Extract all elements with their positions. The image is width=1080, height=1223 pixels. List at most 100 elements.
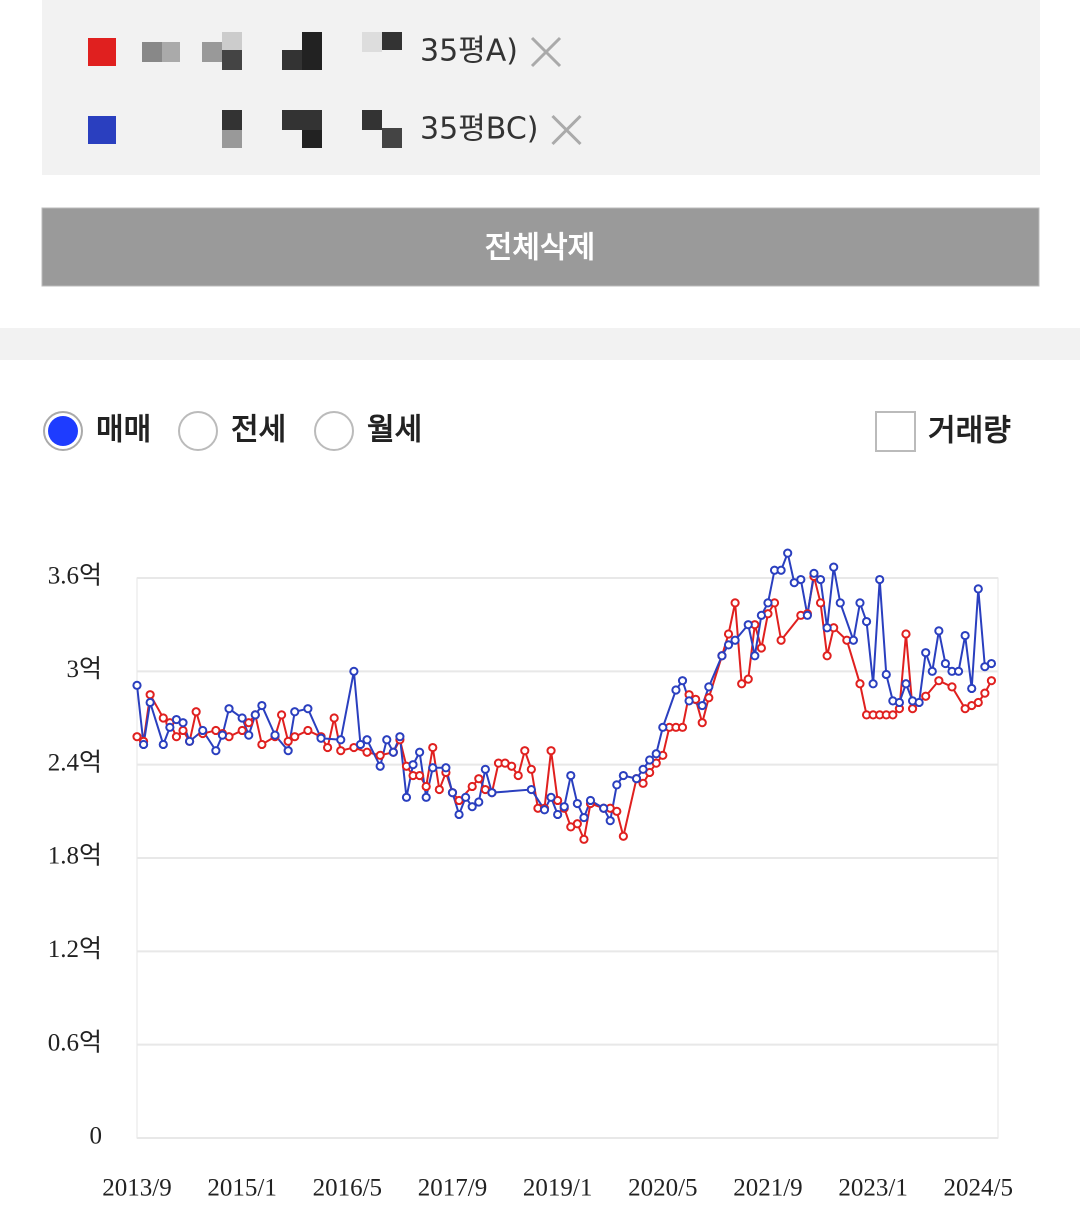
data-point xyxy=(401,792,412,802)
data-point xyxy=(651,749,661,759)
x-tick-label: 2021/9 xyxy=(733,1175,802,1202)
data-point xyxy=(743,674,753,684)
data-point xyxy=(421,781,431,792)
data-point xyxy=(881,669,891,680)
data-point xyxy=(237,713,247,723)
data-point xyxy=(441,763,451,773)
data-point xyxy=(756,643,766,653)
data-point xyxy=(487,788,497,798)
data-point xyxy=(815,574,826,585)
y-tick-label: 3억 xyxy=(66,655,102,683)
data-point xyxy=(888,710,898,720)
data-point xyxy=(697,700,707,711)
data-point xyxy=(553,809,563,820)
data-point xyxy=(934,626,944,636)
remove-icon[interactable] xyxy=(530,36,562,68)
data-point xyxy=(566,770,576,781)
data-point xyxy=(382,735,392,745)
data-point xyxy=(454,809,464,820)
data-point xyxy=(362,735,372,745)
data-point xyxy=(329,713,339,723)
data-point xyxy=(428,742,438,753)
data-point xyxy=(704,693,714,703)
data-point xyxy=(526,784,536,795)
legend-swatch xyxy=(88,116,116,144)
x-tick-label: 2013/9 xyxy=(102,1175,171,1202)
data-point xyxy=(822,623,832,633)
data-point xyxy=(907,704,918,714)
data-point xyxy=(579,834,589,844)
data-point xyxy=(132,680,142,690)
data-point xyxy=(605,816,615,826)
data-point xyxy=(901,679,911,689)
legend-swatch xyxy=(88,38,116,66)
x-tick-label: 2023/1 xyxy=(838,1175,907,1202)
data-point xyxy=(290,707,300,717)
data-point xyxy=(612,780,622,790)
data-point xyxy=(901,629,911,639)
data-point xyxy=(631,774,642,784)
data-point xyxy=(158,713,168,723)
data-point xyxy=(848,635,859,645)
y-tick-label: 2.4억 xyxy=(48,748,102,776)
data-point xyxy=(894,697,905,708)
checkbox[interactable] xyxy=(875,411,916,452)
data-point xyxy=(270,730,280,740)
data-point xyxy=(336,746,346,756)
y-tick-label: 1.8억 xyxy=(48,842,102,870)
x-tick-label: 2016/5 xyxy=(313,1175,382,1202)
data-point xyxy=(783,548,793,558)
data-point xyxy=(934,676,944,686)
data-point xyxy=(776,565,786,575)
compare-panel xyxy=(42,0,1040,175)
data-point xyxy=(375,761,385,771)
data-point xyxy=(467,781,477,792)
data-point xyxy=(467,802,477,812)
blurred-name xyxy=(142,32,402,148)
radio-button[interactable] xyxy=(314,411,354,451)
data-point xyxy=(244,718,254,728)
data-point xyxy=(434,784,444,795)
checkbox-label[interactable]: 거래량 xyxy=(928,414,1011,449)
y-tick-label: 0.6억 xyxy=(48,1028,102,1056)
tab-label[interactable]: 월세 xyxy=(367,413,422,448)
data-point xyxy=(572,819,582,829)
tab-label[interactable]: 매매 xyxy=(96,413,151,448)
data-point xyxy=(283,746,293,756)
data-point xyxy=(316,733,326,743)
data-point xyxy=(953,666,964,676)
radio-button[interactable] xyxy=(178,411,218,451)
x-tick-label: 2019/1 xyxy=(523,1175,592,1202)
data-point xyxy=(184,736,195,746)
x-tick-label: 2017/9 xyxy=(418,1175,487,1202)
data-point xyxy=(618,770,628,781)
data-point xyxy=(336,735,346,745)
data-point xyxy=(217,730,228,740)
data-point xyxy=(355,739,366,750)
y-tick-label: 1.2억 xyxy=(48,935,102,963)
data-point xyxy=(750,651,760,661)
remove-icon[interactable] xyxy=(551,114,582,146)
delete-all-button[interactable] xyxy=(41,207,1040,287)
data-point xyxy=(461,792,471,802)
data-point xyxy=(815,598,826,608)
data-point xyxy=(855,598,865,608)
data-point xyxy=(875,574,885,585)
data-point xyxy=(973,697,983,708)
tab-label[interactable]: 전세 xyxy=(231,413,286,448)
data-point xyxy=(257,739,267,750)
y-tick-label: 3.6억 xyxy=(48,562,102,590)
data-point xyxy=(323,742,333,753)
data-point xyxy=(447,788,458,798)
data-point xyxy=(822,651,832,661)
data-point xyxy=(244,730,254,740)
data-point xyxy=(474,797,484,807)
data-point xyxy=(132,732,142,742)
data-point xyxy=(585,795,596,806)
radio-selected xyxy=(48,416,78,446)
data-point xyxy=(835,598,845,608)
data-point xyxy=(191,707,201,717)
data-point xyxy=(178,725,188,736)
